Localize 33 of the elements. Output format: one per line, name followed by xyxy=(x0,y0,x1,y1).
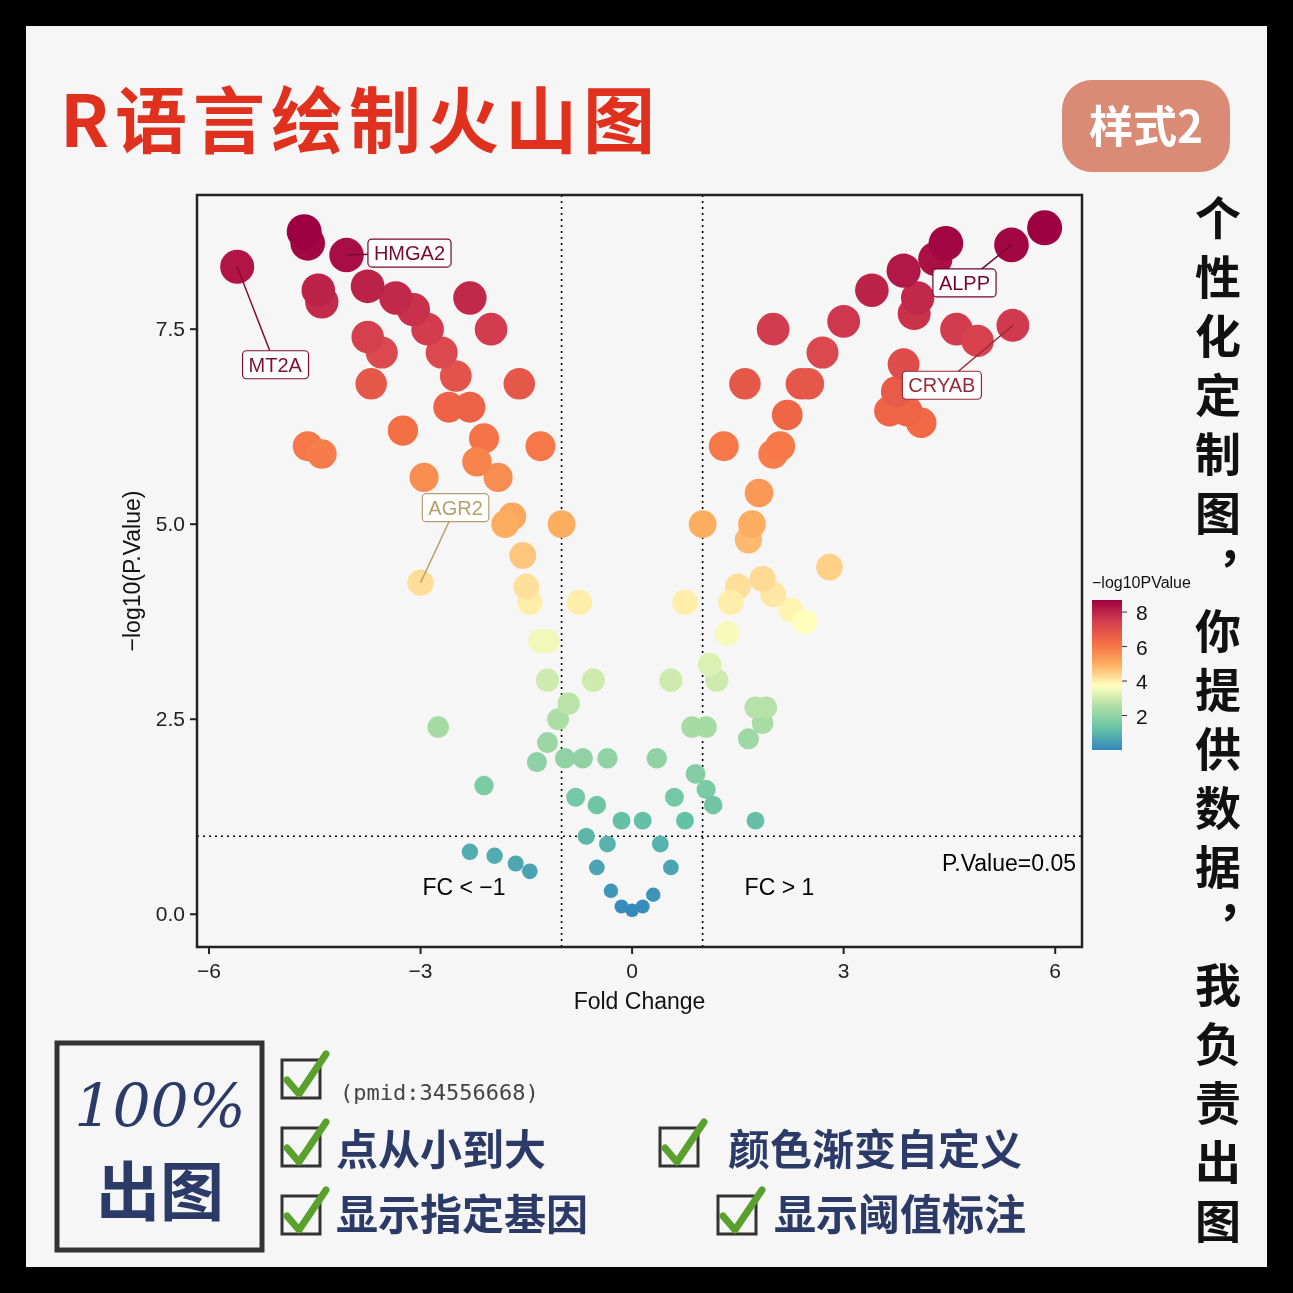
color-bar-label: 8 xyxy=(1136,601,1148,625)
x-tick-label: 6 xyxy=(1049,959,1062,982)
text: 出图 xyxy=(96,1141,224,1233)
annotation: ALPP xyxy=(938,271,991,294)
text: 颜色渐变自定义 xyxy=(728,1116,1023,1177)
ref-line-label: FC < −1 xyxy=(422,874,506,900)
x-tick-label: 0 xyxy=(626,959,638,982)
x-tick-label: 3 xyxy=(837,959,850,982)
ref-line-label: FC > 1 xyxy=(744,874,815,900)
text: 显示阈值标注 xyxy=(774,1181,1027,1242)
text: (pmid:34556668) xyxy=(340,1080,539,1105)
annotation: P.Value=0.05 xyxy=(941,850,1076,877)
y-tick-label: 5.0 xyxy=(155,512,185,536)
x-axis-title: Fold Change xyxy=(573,988,706,1014)
text: 样式2 xyxy=(1089,92,1203,156)
annotation: CRYAB xyxy=(908,374,976,397)
text: 100% xyxy=(74,1071,246,1141)
y-tick-label: 7.5 xyxy=(155,317,185,341)
y-tick-label: 0.0 xyxy=(155,902,185,926)
y-axis-title: −log10(P.Value) xyxy=(119,490,145,652)
x-tick-label: −6 xyxy=(197,959,221,982)
annotation: MT2A xyxy=(248,353,303,376)
color-bar-label: 2 xyxy=(1136,704,1148,728)
annotation: AGR2 xyxy=(428,496,483,519)
text: R语言绘制火山图 xyxy=(60,63,662,168)
text: 点从小到大 xyxy=(336,1116,547,1177)
y-tick-label: 2.5 xyxy=(155,707,185,731)
x-tick-label: −3 xyxy=(408,959,433,982)
color-bar-label: 4 xyxy=(1136,670,1148,694)
text: 显示指定基因 xyxy=(336,1181,589,1242)
annotation: HMGA2 xyxy=(373,242,446,265)
color-bar-label: 6 xyxy=(1136,635,1148,659)
color-bar-title: −log10PValue xyxy=(1092,574,1191,591)
